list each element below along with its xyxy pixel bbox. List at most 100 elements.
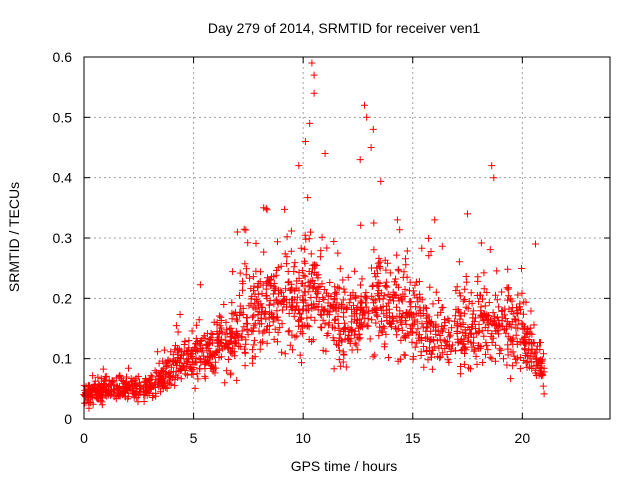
data-point <box>423 311 431 319</box>
data-point <box>244 320 251 328</box>
data-point <box>488 330 496 338</box>
data-point <box>123 373 130 381</box>
data-point <box>209 367 217 375</box>
data-point <box>496 350 504 358</box>
data-point <box>419 323 427 331</box>
y-tick-label: 0.3 <box>53 230 73 246</box>
data-point <box>432 288 440 296</box>
data-point <box>176 311 184 318</box>
data-point <box>513 304 520 312</box>
data-point <box>230 340 238 348</box>
data-point <box>385 305 393 313</box>
data-point <box>526 324 534 332</box>
data-point <box>375 254 383 262</box>
data-point <box>143 381 151 389</box>
data-point <box>187 364 195 372</box>
data-point <box>539 382 547 390</box>
data-point <box>154 348 162 356</box>
data-point <box>369 306 377 314</box>
data-point <box>408 338 416 346</box>
data-point <box>528 330 536 338</box>
data-point <box>163 384 171 392</box>
data-point <box>503 322 511 330</box>
data-point <box>307 250 315 258</box>
data-point <box>200 352 208 360</box>
data-point <box>239 286 246 294</box>
data-point <box>254 297 262 305</box>
data-point <box>423 333 431 341</box>
data-point <box>238 334 246 342</box>
data-point <box>478 313 486 321</box>
data-point <box>97 375 105 383</box>
data-point <box>356 156 364 164</box>
data-point <box>470 339 477 347</box>
data-point <box>509 340 517 348</box>
data-point <box>386 269 394 277</box>
data-point <box>528 365 536 372</box>
data-point <box>243 314 251 322</box>
data-point <box>370 299 377 307</box>
data-point <box>191 384 199 392</box>
data-point <box>103 392 111 400</box>
data-point <box>326 279 334 286</box>
data-point <box>517 306 524 314</box>
data-point <box>125 364 132 372</box>
data-point <box>503 284 511 292</box>
data-point <box>281 250 289 258</box>
data-point <box>411 343 419 351</box>
data-point <box>516 365 524 373</box>
data-point <box>98 398 106 406</box>
data-point <box>289 346 296 354</box>
data-point <box>137 381 145 389</box>
data-point <box>456 292 464 300</box>
data-point <box>507 337 515 345</box>
data-point <box>406 287 413 295</box>
data-point <box>361 101 368 109</box>
data-point <box>476 291 484 299</box>
data-point <box>382 330 390 338</box>
data-point <box>510 352 518 360</box>
data-point <box>269 318 277 326</box>
data-point <box>446 331 454 339</box>
data-point <box>486 353 494 361</box>
data-point <box>393 216 401 224</box>
data-point <box>396 226 404 234</box>
data-point <box>529 352 537 360</box>
data-point <box>305 235 313 243</box>
data-point <box>270 287 278 295</box>
data-point <box>304 302 312 310</box>
data-point <box>357 281 364 289</box>
data-point <box>385 354 392 361</box>
data-point <box>252 296 260 303</box>
data-point <box>443 351 451 358</box>
data-point <box>537 339 544 346</box>
data-point <box>330 238 338 245</box>
data-point <box>174 346 182 354</box>
data-point <box>378 328 386 336</box>
data-point <box>340 325 348 333</box>
data-point <box>358 299 366 306</box>
data-point <box>313 285 321 293</box>
data-point <box>177 355 185 363</box>
data-point <box>293 302 301 310</box>
data-point <box>480 332 488 340</box>
data-point <box>480 285 488 293</box>
data-point <box>302 235 310 243</box>
data-point <box>314 271 322 279</box>
data-point <box>537 365 545 373</box>
data-point <box>506 321 514 328</box>
data-point <box>357 323 365 331</box>
data-point <box>285 299 293 307</box>
data-point <box>353 333 361 341</box>
data-point <box>209 353 216 361</box>
data-point <box>475 342 483 349</box>
data-point <box>167 363 175 371</box>
data-point <box>436 332 444 339</box>
data-point <box>330 304 337 312</box>
data-point <box>387 323 395 331</box>
data-point <box>286 341 294 349</box>
data-point <box>445 358 453 366</box>
x-tick-label: 15 <box>405 430 421 446</box>
data-point <box>373 311 381 319</box>
data-point <box>391 291 399 299</box>
